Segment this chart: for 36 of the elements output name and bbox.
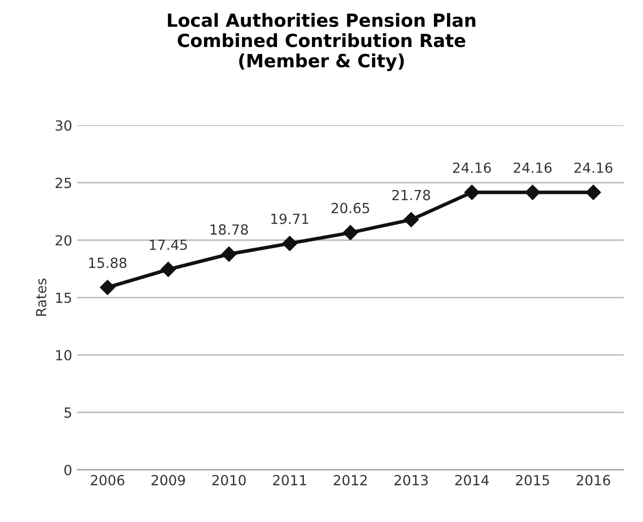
x-tick-label: 2011 [273, 474, 306, 486]
point [100, 280, 116, 296]
data-label: 24.16 [453, 162, 491, 173]
y-tick-label: 20 [56, 235, 72, 246]
y-tick-label: 15 [56, 292, 72, 304]
point [221, 246, 237, 262]
data-label: 20.65 [332, 202, 370, 214]
data-label: 17.45 [150, 240, 187, 250]
data-label: 15.88 [89, 258, 126, 268]
data-label: 21.78 [392, 190, 430, 200]
x-tick-label: 2013 [394, 474, 428, 486]
point [282, 236, 298, 252]
point [464, 184, 480, 200]
data-label: 19.71 [271, 214, 308, 224]
x-tick-label: 2006 [90, 474, 124, 486]
y-tick-label: 25 [56, 178, 72, 188]
y-axis-title: Rates [36, 278, 46, 316]
x-tick-label: 2014 [455, 474, 489, 486]
x-tick-label: 2010 [212, 474, 246, 486]
y-tick-label: 10 [56, 350, 72, 360]
y-tick-label: 30 [56, 120, 72, 131]
chart-title: Local Authorities Pension Plan Combined Contribution Rate (Member & City) [168, 13, 476, 72]
x-tick-label: 2015 [516, 474, 550, 486]
data-label: 24.16 [574, 162, 612, 173]
x-tick-label: 2012 [334, 474, 367, 486]
point [404, 212, 419, 228]
y-tick-label: 5 [64, 408, 72, 418]
point [525, 184, 540, 200]
x-tick-label: 2009 [152, 474, 185, 486]
y-tick-label: 0 [64, 464, 72, 476]
x-tick-label: 2016 [576, 474, 610, 486]
data-label: 18.78 [210, 224, 248, 235]
point [342, 225, 358, 240]
data-label: 24.16 [514, 162, 552, 173]
point [586, 184, 601, 200]
point [160, 262, 176, 277]
